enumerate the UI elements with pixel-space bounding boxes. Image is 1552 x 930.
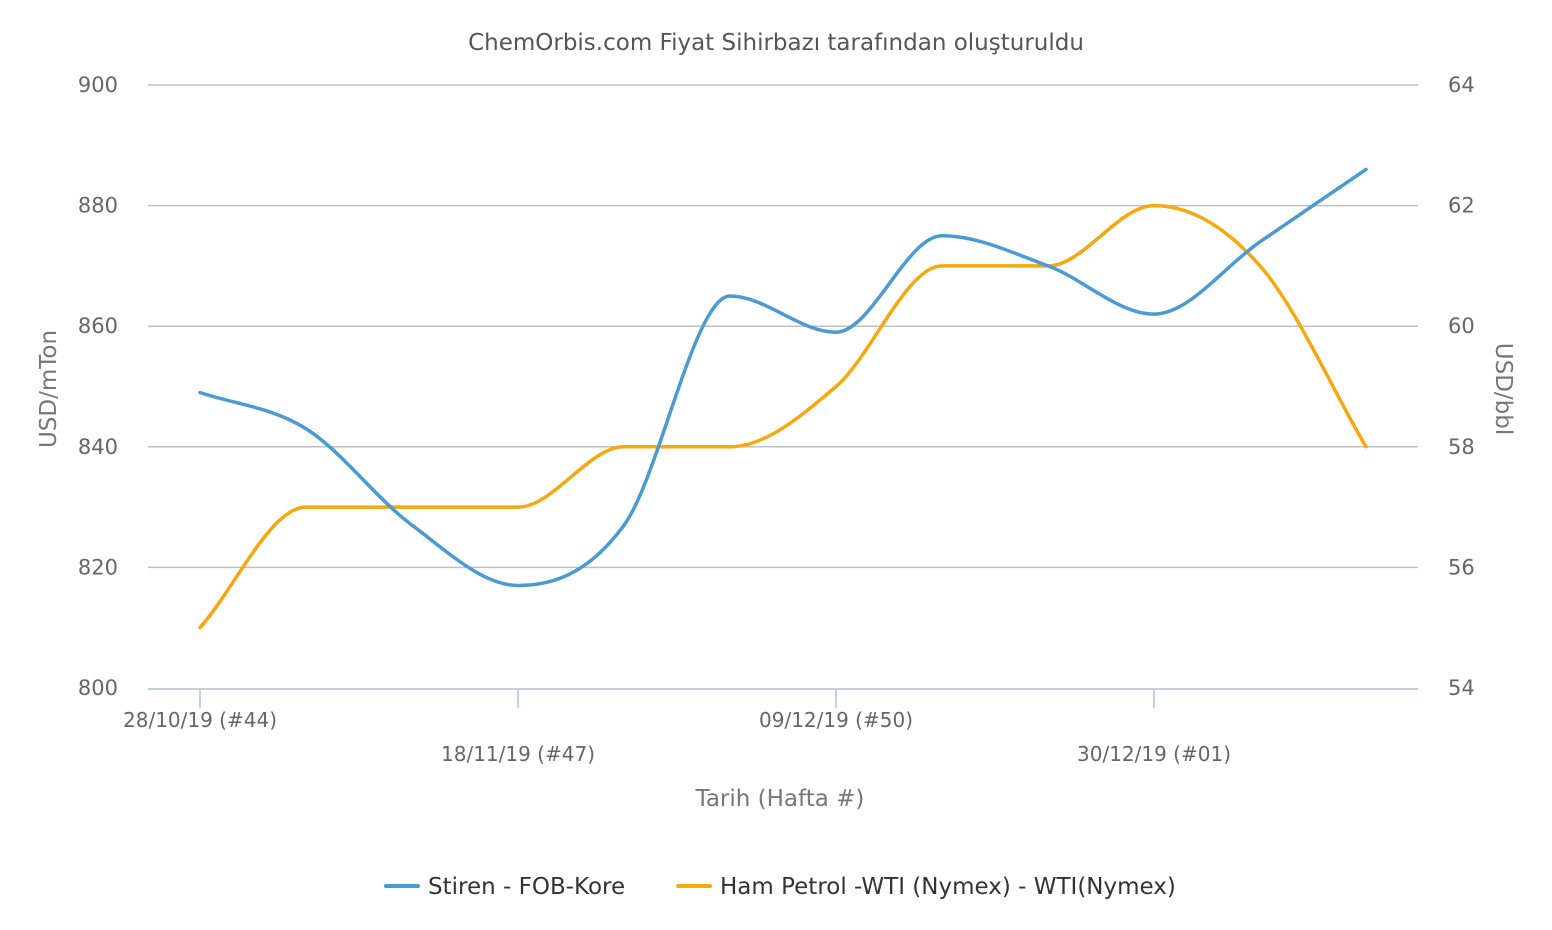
left-y-axis-title: USD/mTon [36,330,62,448]
data-point[interactable] [936,230,948,242]
right-y-tick-label: 64 [1448,73,1475,97]
right-y-tick-label: 58 [1448,435,1475,459]
data-point[interactable] [830,326,842,338]
x-tick-label: 28/10/19 (#44) [123,708,277,732]
legend[interactable]: Stiren - FOB-Kore Ham Petrol -WTI (Nymex… [384,874,1176,900]
data-point[interactable] [724,290,736,302]
right-y-axis-ticks: 54 56 58 60 62 64 [1448,73,1475,700]
left-y-tick-label: 820 [78,555,118,579]
data-point[interactable] [406,501,418,513]
data-point[interactable] [1148,200,1160,212]
left-y-tick-label: 800 [78,676,118,700]
legend-item-ham-petrol[interactable]: Ham Petrol -WTI (Nymex) - WTI(Nymex) [676,874,1176,900]
left-y-axis-ticks: 800 820 840 860 880 900 [78,73,118,700]
left-y-tick-label: 840 [78,435,118,459]
data-point[interactable] [406,519,418,531]
right-y-tick-label: 62 [1448,194,1475,218]
x-tick-label: 09/12/19 (#50) [759,708,913,732]
right-y-tick-label: 60 [1448,314,1475,338]
data-point[interactable] [1254,260,1266,272]
data-point[interactable] [1360,163,1372,175]
gridlines [148,84,1418,569]
left-y-tick-label: 860 [78,314,118,338]
legend-label-ham-petrol: Ham Petrol -WTI (Nymex) - WTI(Nymex) [720,874,1176,900]
data-point[interactable] [830,381,842,393]
legend-label-stiren: Stiren - FOB-Kore [428,874,625,900]
x-tick-label: 30/12/19 (#01) [1077,742,1231,766]
right-y-tick-label: 54 [1448,676,1475,700]
data-point[interactable] [618,441,630,453]
data-point[interactable] [1254,236,1266,248]
right-y-axis-title: USD/bbl [1490,343,1516,435]
data-point[interactable] [194,622,206,634]
chart-title: ChemOrbis.com Fiyat Sihirbazı tarafından… [468,30,1084,56]
left-y-tick-label: 900 [78,73,118,97]
data-point[interactable] [936,260,948,272]
x-tick-label: 18/11/19 (#47) [441,742,595,766]
data-point[interactable] [618,519,630,531]
x-axis-title: Tarih (Hafta #) [695,786,865,812]
left-y-tick-label: 880 [78,194,118,218]
data-point[interactable] [194,387,206,399]
data-point[interactable] [512,579,524,591]
series-lines [194,163,1372,634]
legend-item-stiren[interactable]: Stiren - FOB-Kore [384,874,625,900]
data-point[interactable] [1148,308,1160,320]
data-point[interactable] [1360,441,1372,453]
data-point[interactable] [1042,260,1054,272]
series-line-stiren[interactable] [198,167,1368,588]
x-axis: 28/10/19 (#44) 18/11/19 (#47) 09/12/19 (#5… [123,688,1418,766]
series-line-ham-petrol[interactable] [198,203,1368,630]
data-point[interactable] [512,501,524,513]
data-point[interactable] [300,423,312,435]
data-point[interactable] [300,501,312,513]
right-y-tick-label: 56 [1448,555,1475,579]
data-point[interactable] [724,441,736,453]
